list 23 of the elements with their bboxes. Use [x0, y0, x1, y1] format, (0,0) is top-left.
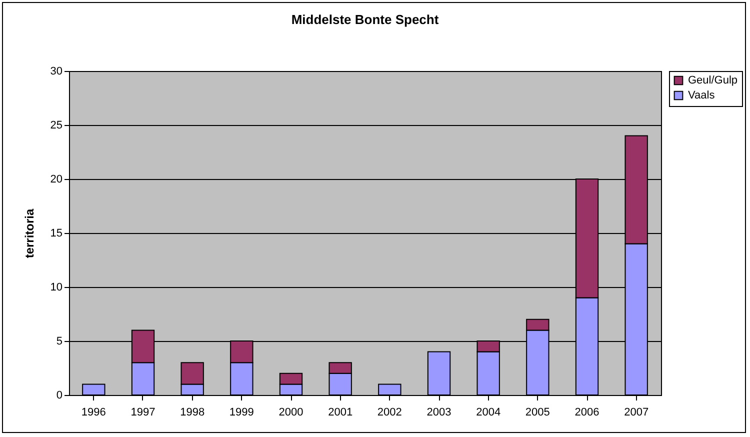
y-axis-title: territoria [22, 208, 36, 258]
y-tick-label: 15 [50, 228, 62, 240]
chart-title: Middelste Bonte Specht [291, 12, 440, 27]
x-tick-label: 2002 [377, 406, 402, 418]
x-tick-label: 2007 [624, 406, 649, 418]
x-tick-label: 2001 [328, 406, 353, 418]
x-tick-label: 1997 [130, 406, 156, 418]
y-tick-label: 5 [56, 336, 62, 348]
legend-label: Vaals [688, 90, 716, 102]
x-tick-label: 1998 [180, 406, 205, 418]
y-tick-label: 25 [50, 120, 62, 132]
x-tick-label: 1999 [229, 406, 254, 418]
x-tick-label: 2000 [278, 406, 304, 418]
y-tick-label: 30 [50, 66, 62, 78]
y-tick-label: 20 [50, 174, 62, 186]
x-tick-label: 2006 [574, 406, 600, 418]
x-tick-label: 2005 [525, 406, 550, 418]
x-tick-label: 2003 [426, 406, 452, 418]
x-tick-label: 1996 [81, 406, 106, 418]
legend-label: Geul/Gulp [688, 74, 738, 86]
y-tick-label: 10 [50, 282, 62, 294]
x-tick-label: 2004 [476, 406, 501, 418]
y-tick-label: 0 [56, 390, 62, 402]
